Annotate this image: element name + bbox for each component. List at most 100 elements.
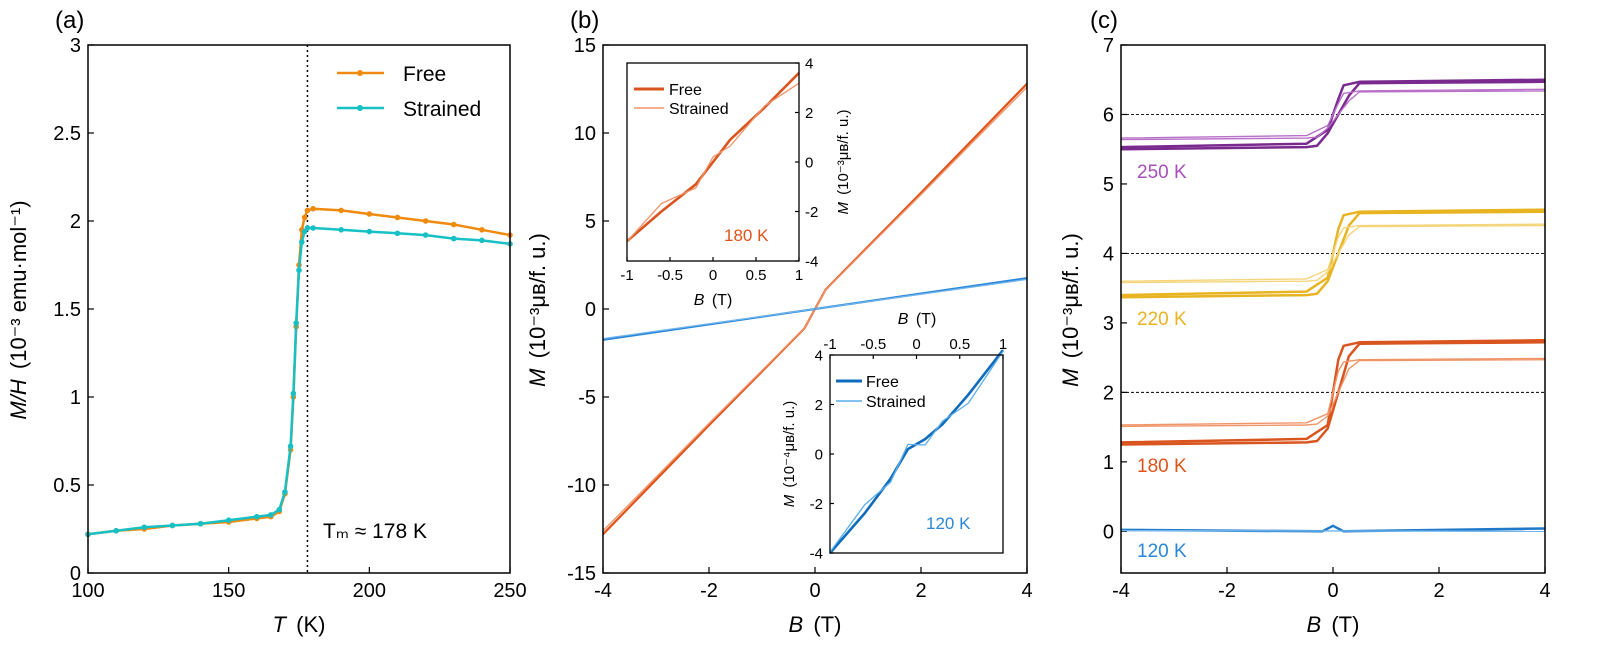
panel-c: (c) -4 -2 0 2 4 0 1 2 3 4 5 6 7 B (T) M (10⁻³μʙ/f. u… xyxy=(1058,7,1551,637)
y-tick-label: 1 xyxy=(1103,452,1114,474)
loop-free-down xyxy=(1120,80,1546,151)
y-tick-label: 15 xyxy=(574,35,596,57)
panel-a-ylabel: M/H (10⁻³ emu·mol⁻¹) xyxy=(6,200,31,419)
panel-c-plot: -4 -2 0 2 4 0 1 2 3 4 5 6 7 xyxy=(1103,35,1551,602)
loop-strained-down xyxy=(1120,90,1546,141)
legend-strained-label: Strained xyxy=(403,98,481,121)
y-tick-label: -4 xyxy=(810,545,823,562)
panel-b-frame xyxy=(602,44,1028,574)
inset-120k: -1 -0.5 0 0.5 1 -4 -2 0 2 4 B (T) M (10⁻⁴μʙ/f. u.… xyxy=(781,311,1007,562)
series-point xyxy=(268,512,274,518)
inset-180k-xlabel: B (T) xyxy=(694,292,733,309)
series-point xyxy=(299,239,305,245)
y-tick-label: 4 xyxy=(815,347,823,364)
series-point xyxy=(197,520,204,527)
panel-c-xlabel: B (T) xyxy=(1307,612,1360,637)
panel-c-frame xyxy=(1120,44,1546,574)
y-tick-label: 0 xyxy=(805,154,813,171)
panel-a: (a) 100 150 200 250 0 0.5 1 1.5 2 2.5 3 T (K) M/H … xyxy=(6,7,527,637)
loop-strained-down xyxy=(1120,224,1546,284)
series-point xyxy=(394,230,401,237)
y-tick-label: 0 xyxy=(1103,521,1114,543)
x-tick-label: 0.5 xyxy=(746,267,767,284)
series-point xyxy=(310,225,316,231)
y-tick-label: 7 xyxy=(1103,35,1114,57)
loop-free-up xyxy=(1120,208,1546,297)
x-tick-label: 100 xyxy=(71,580,104,602)
y-tick-label: 6 xyxy=(1103,104,1114,126)
inset-series-strained xyxy=(626,82,800,242)
y-tick-label: 3 xyxy=(70,35,81,57)
loop-free-down xyxy=(1120,341,1546,446)
inset-180k-temp-label: 180 K xyxy=(724,226,769,245)
loop-strained-up xyxy=(1120,223,1546,282)
y-tick-label: -2 xyxy=(810,496,823,513)
x-tick-label: 0 xyxy=(1327,580,1338,602)
y-tick-label: 0 xyxy=(815,446,823,463)
inset-series-strained xyxy=(829,350,1004,553)
x-tick-label: 0 xyxy=(709,267,717,284)
series-point xyxy=(296,267,302,274)
panel-a-legend: Free Strained xyxy=(337,63,481,121)
panel-a-label: (a) xyxy=(55,7,84,34)
y-tick-label: 2 xyxy=(1103,382,1114,404)
x-tick-label: 0.5 xyxy=(949,336,970,353)
y-tick-label: -10 xyxy=(567,475,596,497)
series-point xyxy=(276,506,283,513)
x-tick-label: 2 xyxy=(915,580,926,602)
x-tick-label: -0.5 xyxy=(860,336,886,353)
panel-a-plot: 100 150 200 250 0 0.5 1 1.5 2 2.5 3 xyxy=(53,35,527,602)
panel-b-ylabel: M (10⁻³μʙ/f. u.) xyxy=(525,233,550,387)
x-tick-label: -2 xyxy=(1218,580,1236,602)
series-point xyxy=(366,211,373,217)
y-tick-label: -2 xyxy=(805,204,818,221)
x-tick-label: 200 xyxy=(353,580,386,602)
y-tick-label: 2 xyxy=(70,211,81,233)
x-tick-label: 1 xyxy=(999,336,1007,353)
series-point xyxy=(310,205,316,212)
y-tick-label: 4 xyxy=(1103,243,1114,265)
series-point xyxy=(304,207,311,214)
series-line-120k-strained xyxy=(602,278,1028,340)
loop-strained-up xyxy=(1120,357,1546,426)
panel-c-label-180k: 180 K xyxy=(1137,456,1187,477)
panel-c-ylabel: M (10⁻³μʙ/f. u.) xyxy=(1058,233,1083,387)
inset-120k-legend-strained: Strained xyxy=(866,394,926,411)
series-point xyxy=(366,228,373,235)
panel-c-label-120k: 120 K xyxy=(1137,541,1187,562)
x-tick-label: -0.5 xyxy=(657,267,683,284)
x-tick-label: 2 xyxy=(1433,580,1444,602)
series-point xyxy=(290,390,297,397)
loop-free-up xyxy=(1120,339,1546,444)
panel-a-annotation: Tₘ ≈ 178 K xyxy=(323,520,427,543)
series-point xyxy=(141,524,148,531)
series-point xyxy=(301,214,308,221)
series-point xyxy=(338,207,345,214)
series-point xyxy=(282,489,288,495)
series-point xyxy=(169,522,176,529)
inset-120k-frame xyxy=(829,354,1004,554)
series-point xyxy=(293,320,299,326)
series-point xyxy=(479,237,485,244)
inset-120k-temp-label: 120 K xyxy=(926,514,971,533)
y-tick-label: 0 xyxy=(585,299,596,321)
panel-c-label-250k: 250 K xyxy=(1137,162,1187,183)
x-tick-label: 0 xyxy=(912,336,920,353)
panel-c-label-220k: 220 K xyxy=(1137,309,1187,330)
y-tick-label: 0.5 xyxy=(53,475,81,497)
x-tick-label: 150 xyxy=(212,580,245,602)
series-point xyxy=(450,235,457,242)
loop-strained xyxy=(1120,529,1546,532)
x-tick-label: 4 xyxy=(1539,580,1550,602)
series-point xyxy=(304,225,311,231)
series-point xyxy=(287,443,294,450)
y-tick-label: 2 xyxy=(815,397,823,414)
x-tick-label: 1 xyxy=(795,267,803,284)
y-tick-label: 2 xyxy=(805,105,813,122)
loop-strained-down xyxy=(1120,359,1546,428)
series-point xyxy=(422,218,429,224)
series-point xyxy=(450,221,457,228)
